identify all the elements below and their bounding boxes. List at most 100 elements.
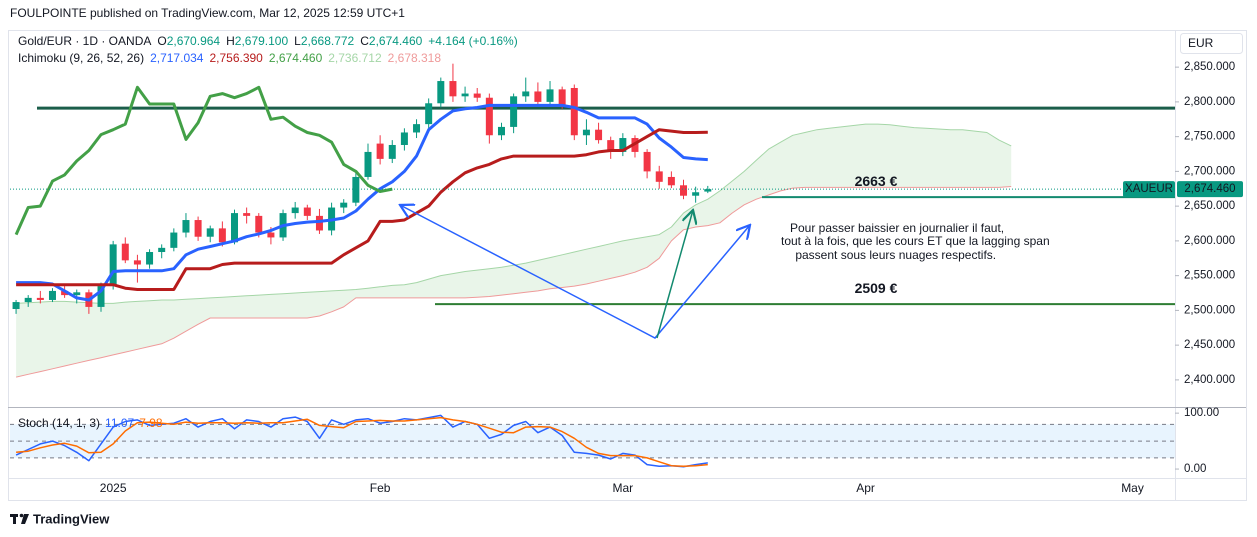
- candle-body: [231, 213, 239, 243]
- logo-part: [19, 513, 24, 518]
- ohlc-value: 2,670.964: [167, 34, 221, 48]
- candle-body: [24, 297, 32, 303]
- candle-body: [680, 185, 688, 196]
- indicator-line: [15, 186, 1012, 378]
- candle-body: [473, 93, 481, 98]
- y-tick-label: 0.00: [1184, 463, 1206, 475]
- pane-legend: Stoch (14, 1, 3) 11.07 7.98: [18, 416, 163, 430]
- candle-body: [704, 189, 712, 192]
- symbol-name: Gold/EUR · 1D · OANDA: [18, 34, 151, 48]
- y-tick-label: 2,850.000: [1184, 61, 1235, 73]
- indicator-line: [15, 414, 708, 468]
- candle-body: [109, 244, 117, 287]
- candle-body: [400, 132, 408, 145]
- indicator-value: 2,756.390: [209, 51, 263, 65]
- x-tick-label: Apr: [856, 481, 875, 495]
- candle-body: [364, 151, 372, 177]
- pane: 2663 € 2509 €: [10, 63, 1175, 378]
- y-tick-label: 2,400.000: [1184, 374, 1235, 386]
- candle-body: [437, 81, 445, 104]
- indicator-line: [14, 85, 393, 236]
- candle-body: [61, 290, 69, 296]
- candle-body: [206, 228, 214, 237]
- publisher-line: FOULPOINTE published on TradingView.com,…: [10, 6, 405, 20]
- indicator-legend: Ichimoku (9, 26, 52, 26) 2,717.034 2,756.3…: [18, 51, 441, 65]
- symbol-box: [1123, 181, 1175, 198]
- annotation-text: passent sous leurs nuages respectifs.: [792, 248, 996, 262]
- candle-body: [267, 232, 275, 238]
- candle-body: [497, 126, 505, 136]
- ohlc-key: O: [157, 34, 166, 48]
- candle-body: [558, 89, 566, 106]
- price-label: 2,674.460: [1184, 183, 1235, 195]
- candle-body: [510, 96, 518, 127]
- x-tick-label: May: [1121, 481, 1144, 495]
- annotation-text: Pour passer baissier en journalier il fa…: [790, 221, 1004, 235]
- candle-body: [522, 91, 530, 97]
- brand-logo: [10, 513, 29, 524]
- ohlc-key: H: [226, 34, 235, 48]
- y-tick-label: 2,600.000: [1184, 235, 1235, 247]
- candle-body: [170, 232, 178, 248]
- price-change: +4.164 (+0.16%): [428, 34, 517, 48]
- candle-body: [158, 247, 166, 253]
- candle-body: [655, 171, 663, 182]
- price-box: [1177, 181, 1243, 198]
- y-tick-label: 2,650.000: [1184, 200, 1235, 212]
- indicator-line: [16, 128, 708, 291]
- logo-part: [21, 514, 29, 524]
- candle-body: [449, 81, 457, 97]
- candle-body: [73, 292, 81, 296]
- drawings: Pour passer baissier en journalier il fa…: [400, 205, 1050, 339]
- y-tick-label: 2,750.000: [1184, 131, 1235, 143]
- symbol-label: XAUEUR: [1125, 183, 1173, 195]
- candle-body: [376, 143, 384, 159]
- symbol-legend: Gold/EUR · 1D · OANDA O2,670.964 H2,679.10…: [18, 34, 518, 48]
- candle-body: [461, 93, 469, 97]
- currency-box[interactable]: [1180, 33, 1243, 54]
- x-tick-label: 2025: [100, 481, 127, 495]
- candle-body: [643, 151, 651, 172]
- candle-body: [303, 207, 311, 216]
- y-tick-label: 2,700.000: [1184, 165, 1235, 177]
- y-tick-label: 100.00: [1184, 407, 1219, 419]
- teal-arrow: [656, 210, 693, 339]
- candle-body: [48, 290, 56, 300]
- indicator-value: 2,674.460: [269, 51, 323, 65]
- indicator-value: 2,678.318: [388, 51, 442, 65]
- blue-arrow: [400, 205, 750, 339]
- candle-body: [182, 220, 190, 233]
- pane-value: 7.98: [139, 416, 163, 430]
- candle-body: [595, 129, 603, 141]
- candle-body: [619, 138, 627, 152]
- candle-body: [315, 215, 323, 231]
- candle-body: [692, 192, 700, 196]
- candle-body: [121, 243, 129, 261]
- candle-body: [97, 286, 105, 307]
- y-tick-label: 2,800.000: [1184, 96, 1235, 108]
- candle-body: [36, 297, 44, 300]
- cloud-fill: [16, 124, 1012, 378]
- ohlc-key: L: [294, 34, 301, 48]
- candle-body: [546, 89, 554, 102]
- candle-body: [388, 144, 396, 159]
- candle-body: [485, 97, 493, 136]
- candle-body: [534, 91, 542, 102]
- candle-body: [667, 176, 675, 186]
- brand-name: TradingView: [33, 511, 110, 526]
- indicator-line: [16, 103, 708, 302]
- candle-body: [291, 207, 299, 214]
- logo-part: [13, 514, 16, 524]
- y-tick-label: 2,450.000: [1184, 339, 1235, 351]
- indicator-value: 2,717.034: [150, 51, 204, 65]
- candle-body: [413, 124, 421, 133]
- band-fill: [10, 424, 1175, 458]
- currency-label[interactable]: EUR: [1188, 36, 1214, 50]
- ohlc-value: 2,668.772: [301, 34, 355, 48]
- y-tick-label: 2,500.000: [1184, 304, 1235, 316]
- candle-body: [340, 202, 348, 208]
- indicator-line: [16, 416, 708, 468]
- candle-body: [146, 252, 154, 265]
- candle-body: [194, 220, 202, 237]
